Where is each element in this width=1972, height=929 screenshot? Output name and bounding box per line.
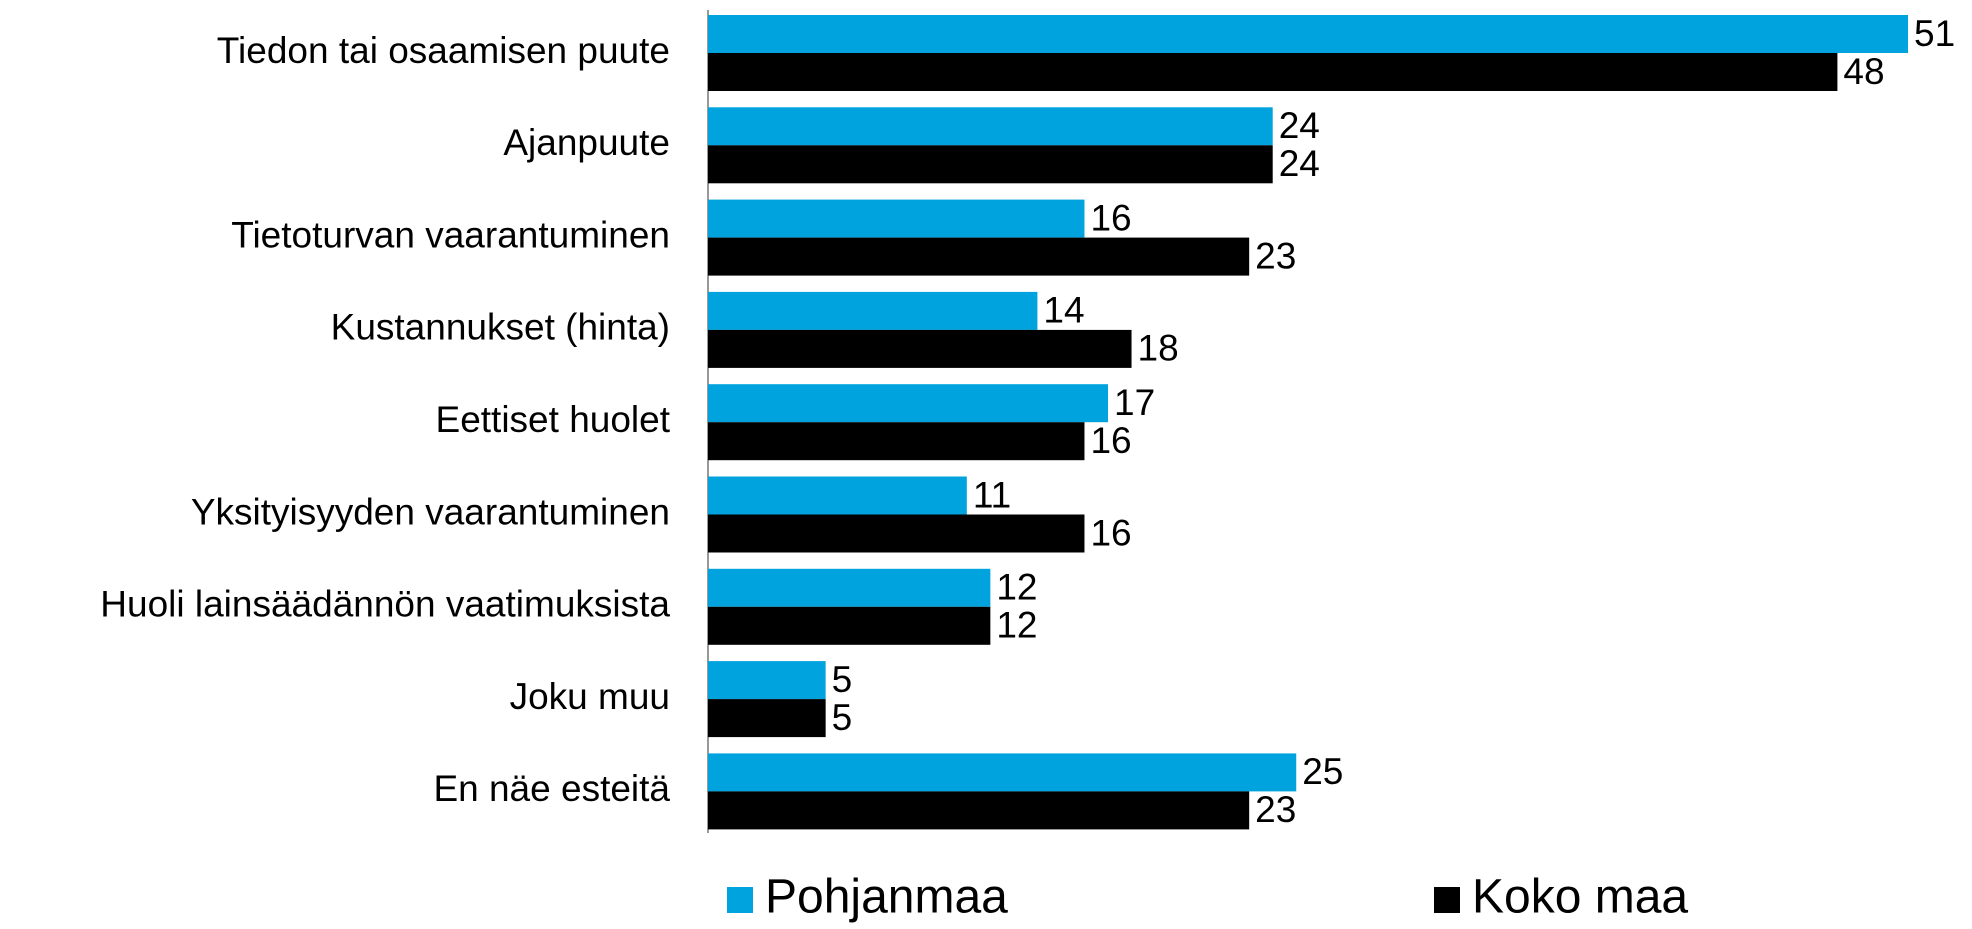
value-label: 23 — [1255, 235, 1296, 276]
value-label: 16 — [1090, 197, 1131, 238]
bar — [708, 291, 1038, 330]
bar — [708, 384, 1108, 423]
value-label: 11 — [973, 474, 1011, 515]
bar — [708, 329, 1132, 368]
value-label: 48 — [1843, 51, 1884, 92]
bar — [708, 699, 826, 738]
category-label: Yksityisyyden vaarantuminen — [191, 491, 670, 532]
bar — [708, 661, 826, 700]
bar — [708, 107, 1273, 146]
bar — [708, 15, 1908, 53]
category-label: Kustannukset (hinta) — [331, 307, 670, 348]
bar — [708, 422, 1085, 461]
category-label: Tietoturvan vaarantuminen — [231, 214, 670, 255]
bar — [708, 145, 1273, 184]
value-label: 51 — [1914, 13, 1955, 54]
category-label: Ajanpuute — [503, 122, 670, 163]
bar — [708, 237, 1250, 276]
category-label: Tiedon tai osaamisen puute — [217, 30, 670, 71]
legend-label: Koko maa — [1472, 871, 1688, 924]
value-label: 12 — [996, 605, 1037, 646]
category-label: Huoli lainsäädännön vaatimuksista — [100, 584, 670, 625]
category-label: En näe esteitä — [433, 768, 670, 809]
value-label: 25 — [1302, 751, 1343, 792]
value-label: 12 — [996, 567, 1037, 608]
legend-swatch — [727, 887, 753, 913]
value-label: 5 — [832, 697, 853, 738]
bar — [708, 53, 1838, 91]
bar — [708, 514, 1085, 553]
bar — [708, 568, 991, 607]
category-label: Joku muu — [510, 676, 670, 717]
bar — [708, 476, 967, 515]
bar — [708, 199, 1085, 238]
value-label: 18 — [1138, 328, 1179, 369]
value-label: 24 — [1279, 105, 1320, 146]
legend-swatch — [1434, 887, 1460, 913]
bar — [708, 753, 1297, 792]
value-label: 16 — [1090, 420, 1131, 461]
value-label: 14 — [1043, 290, 1084, 331]
bar — [708, 606, 991, 645]
value-label: 24 — [1279, 143, 1320, 184]
value-label: 16 — [1090, 512, 1131, 553]
value-label: 17 — [1114, 382, 1155, 423]
bar — [708, 791, 1250, 830]
value-label: 23 — [1255, 789, 1296, 830]
value-label: 5 — [832, 659, 853, 700]
legend-label: Pohjanmaa — [765, 871, 1008, 924]
category-label: Eettiset huolet — [436, 399, 671, 440]
